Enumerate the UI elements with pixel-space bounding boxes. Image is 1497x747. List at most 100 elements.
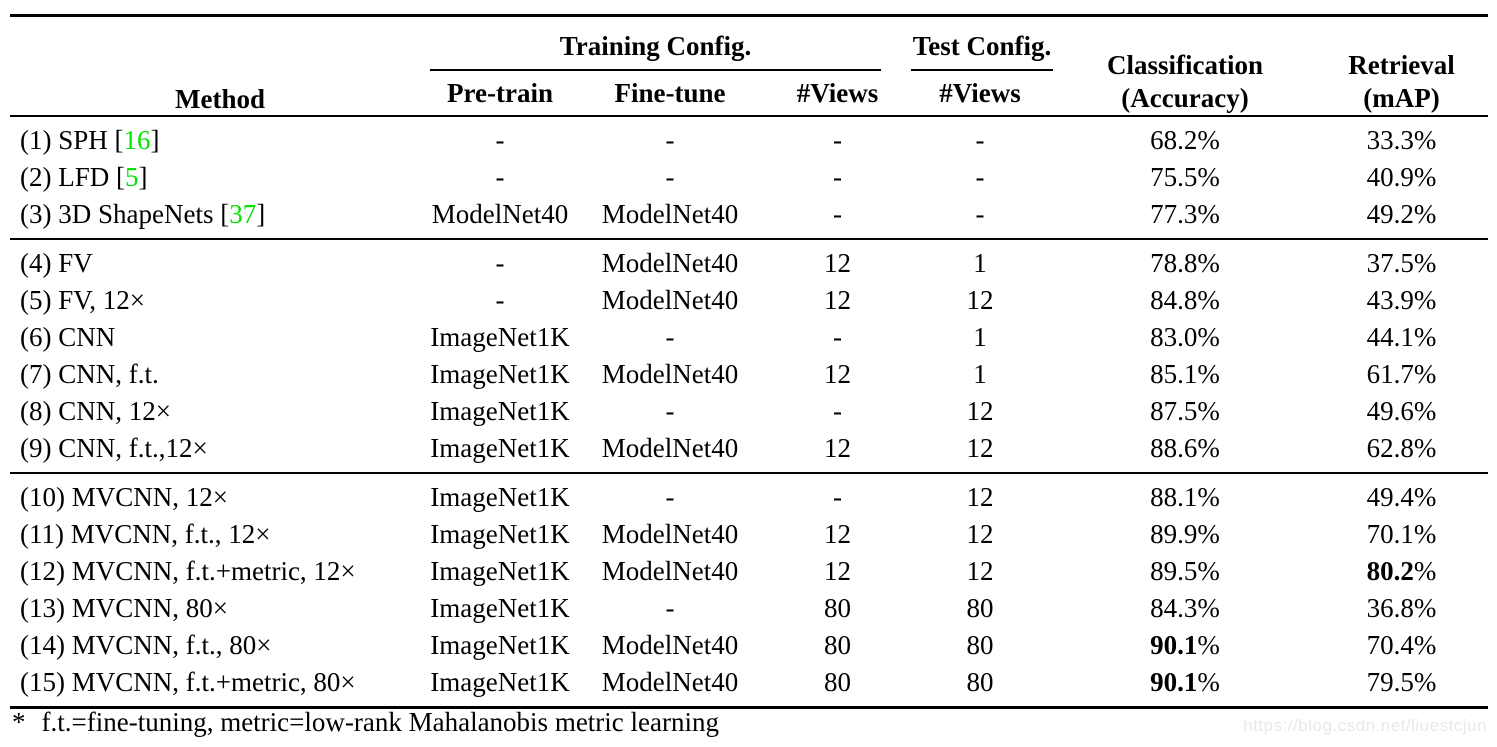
method-cell: (8) CNN, 12× bbox=[10, 393, 430, 430]
accuracy-cell: 88.1% bbox=[1150, 482, 1220, 512]
views-train-cell: 12 bbox=[824, 433, 851, 463]
classification-label: Classification bbox=[1106, 50, 1263, 80]
pretrain-cell: ImageNet1K bbox=[430, 519, 570, 549]
method-label: (1) SPH bbox=[20, 125, 108, 155]
table-row: (6) CNN ImageNet1K - - 1 83.0% 44.1% bbox=[10, 319, 1488, 356]
method-cell: (11) MVCNN, f.t., 12× bbox=[10, 516, 430, 553]
table-row: (14) MVCNN, f.t., 80× ImageNet1K ModelNe… bbox=[10, 627, 1488, 664]
views-train-cell: 12 bbox=[824, 359, 851, 389]
footnote-marker: * bbox=[12, 707, 26, 737]
finetune-cell: - bbox=[665, 482, 675, 512]
views-test-cell: 12 bbox=[966, 285, 994, 315]
views-test-cell: 80 bbox=[966, 593, 994, 623]
map-cell: 37.5% bbox=[1366, 248, 1437, 278]
training-config-label: Training Config. bbox=[430, 31, 881, 71]
citation-link[interactable]: [16] bbox=[107, 125, 160, 155]
views-test-cell: 80 bbox=[966, 630, 994, 660]
table-row: (1) SPH [16] - - - - 68.2% 33.3% bbox=[10, 116, 1488, 159]
views-train-cell: 12 bbox=[824, 556, 851, 586]
pretrain-cell: ImageNet1K bbox=[430, 482, 570, 512]
method-cell: (9) CNN, f.t.,12× bbox=[10, 430, 430, 473]
table-row: (5) FV, 12× - ModelNet40 12 12 84.8% 43.… bbox=[10, 282, 1488, 319]
pretrain-cell: ImageNet1K bbox=[430, 359, 570, 389]
method-cell: (12) MVCNN, f.t.+metric, 12× bbox=[10, 553, 430, 590]
accuracy-cell: 89.5% bbox=[1150, 556, 1220, 586]
table-row: (13) MVCNN, 80× ImageNet1K - 80 80 84.3%… bbox=[10, 590, 1488, 627]
watermark-url: https://blog.csdn.net/liuestcjun bbox=[1243, 716, 1487, 735]
accuracy-cell: 88.6% bbox=[1150, 433, 1220, 463]
views-test-cell: 1 bbox=[973, 359, 987, 389]
views-test-cell: 12 bbox=[966, 482, 994, 512]
citation-link[interactable]: [5] bbox=[109, 162, 148, 192]
citation-link[interactable]: [37] bbox=[213, 199, 266, 229]
accuracy-cell: 87.5% bbox=[1150, 396, 1220, 426]
pretrain-cell: ImageNet1K bbox=[430, 322, 570, 352]
finetune-cell: ModelNet40 bbox=[601, 285, 739, 315]
method-label: (12) MVCNN, f.t.+metric, 12× bbox=[20, 556, 356, 586]
map-cell: 44.1% bbox=[1366, 322, 1437, 352]
citation-number[interactable]: 5 bbox=[125, 162, 139, 192]
views-train-cell: 80 bbox=[824, 667, 851, 697]
method-label: (2) LFD bbox=[20, 162, 110, 192]
method-cell: (3) 3D ShapeNets [37] bbox=[10, 196, 430, 239]
finetune-cell: ModelNet40 bbox=[601, 667, 739, 697]
map-cell: 36.8% bbox=[1366, 593, 1437, 623]
column-header-views-test: #Views bbox=[939, 77, 1021, 108]
pretrain-cell: ImageNet1K bbox=[430, 556, 570, 586]
pretrain-cell: - bbox=[495, 285, 505, 315]
map-cell: 79.5% bbox=[1366, 667, 1437, 697]
method-cell: (13) MVCNN, 80× bbox=[10, 590, 430, 627]
map-cell: 49.2% bbox=[1366, 199, 1437, 229]
views-train-cell: 12 bbox=[824, 248, 851, 278]
pretrain-cell: ImageNet1K bbox=[430, 433, 570, 463]
method-cell: (10) MVCNN, 12× bbox=[10, 473, 430, 516]
pretrain-cell: - bbox=[495, 162, 505, 192]
table-row: (8) CNN, 12× ImageNet1K - - 12 87.5% 49.… bbox=[10, 393, 1488, 430]
map-cell: 40.9% bbox=[1366, 162, 1437, 192]
pretrain-cell: ImageNet1K bbox=[430, 630, 570, 660]
pretrain-cell: - bbox=[495, 125, 505, 155]
row-group-2: (4) FV - ModelNet40 12 1 78.8% 37.5% (5)… bbox=[10, 239, 1488, 473]
retrieval-sublabel: (mAP) bbox=[1363, 83, 1440, 113]
views-train-cell: - bbox=[833, 199, 842, 229]
views-train-cell: - bbox=[833, 396, 842, 426]
test-config-label: Test Config. bbox=[911, 31, 1053, 71]
column-header-classification: Classification (Accuracy) bbox=[1055, 16, 1315, 117]
column-header-retrieval: Retrieval (mAP) bbox=[1315, 16, 1488, 117]
accuracy-cell: 85.1% bbox=[1150, 359, 1220, 389]
views-train-cell: 12 bbox=[824, 285, 851, 315]
method-label: (8) CNN, 12× bbox=[20, 396, 171, 426]
citation-number[interactable]: 37 bbox=[229, 199, 257, 229]
table-row: (10) MVCNN, 12× ImageNet1K - - 12 88.1% … bbox=[10, 473, 1488, 516]
finetune-cell: ModelNet40 bbox=[601, 199, 739, 229]
results-table: Method Training Config. Test Config. Cla… bbox=[10, 14, 1488, 709]
accuracy-cell: 75.5% bbox=[1150, 162, 1220, 192]
accuracy-cell: 84.3% bbox=[1150, 593, 1220, 623]
method-label: (9) CNN, f.t.,12× bbox=[20, 433, 208, 463]
accuracy-cell: 89.9% bbox=[1150, 519, 1220, 549]
pretrain-cell: ImageNet1K bbox=[430, 593, 570, 623]
table-header: Method Training Config. Test Config. Cla… bbox=[10, 16, 1488, 117]
map-cell: 62.8% bbox=[1366, 433, 1437, 463]
pretrain-cell: ImageNet1K bbox=[430, 396, 570, 426]
method-label: (14) MVCNN, f.t., 80× bbox=[20, 630, 272, 660]
views-test-cell: 1 bbox=[973, 248, 987, 278]
map-cell: 61.7% bbox=[1366, 359, 1437, 389]
views-train-cell: - bbox=[833, 482, 842, 512]
finetune-cell: - bbox=[665, 322, 675, 352]
map-cell: 49.6% bbox=[1366, 396, 1437, 426]
method-cell: (14) MVCNN, f.t., 80× bbox=[10, 627, 430, 664]
column-header-pretrain: Pre-train bbox=[447, 77, 553, 108]
method-label: (3) 3D ShapeNets bbox=[20, 199, 214, 229]
citation-number[interactable]: 16 bbox=[123, 125, 151, 155]
views-test-cell: 12 bbox=[966, 556, 994, 586]
map-cell: 70.1% bbox=[1366, 519, 1437, 549]
method-cell: (15) MVCNN, f.t.+metric, 80× bbox=[10, 664, 430, 708]
table-row: (9) CNN, f.t.,12× ImageNet1K ModelNet40 … bbox=[10, 430, 1488, 473]
views-train-cell: - bbox=[833, 162, 842, 192]
accuracy-cell: 78.8% bbox=[1150, 248, 1220, 278]
method-label: (10) MVCNN, 12× bbox=[20, 482, 228, 512]
accuracy-cell: 90.1% bbox=[1150, 630, 1220, 660]
method-cell: (1) SPH [16] bbox=[10, 116, 430, 159]
map-cell: 80.2% bbox=[1366, 556, 1437, 586]
